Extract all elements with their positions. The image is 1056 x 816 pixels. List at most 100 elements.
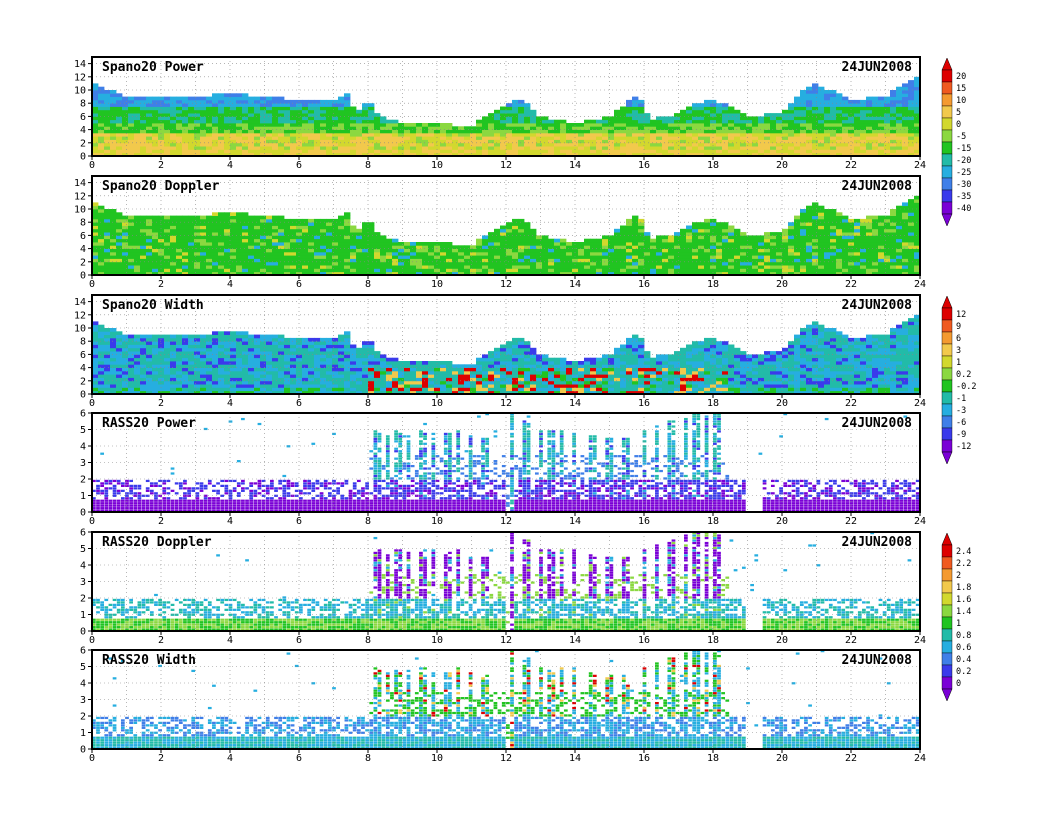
data-cell <box>134 268 141 273</box>
data-cell <box>494 265 501 269</box>
data-cell <box>176 215 183 220</box>
data-cell <box>194 146 201 150</box>
data-cell <box>104 235 111 240</box>
data-cell <box>836 103 843 107</box>
data-cell <box>482 242 489 246</box>
data-cell <box>200 242 207 246</box>
data-cell <box>842 136 849 140</box>
data-cell <box>158 232 165 236</box>
data-cell <box>650 142 657 147</box>
data-cell <box>794 136 801 140</box>
data-cell <box>902 242 909 246</box>
data-cell <box>248 225 255 230</box>
data-cell <box>230 334 237 339</box>
data-cell <box>122 387 129 392</box>
data-cell <box>680 136 687 140</box>
data-cell <box>878 215 885 220</box>
data-cell <box>212 255 219 259</box>
data-cell <box>542 251 549 256</box>
data-cell <box>188 271 195 276</box>
data-cell <box>488 235 495 240</box>
data-cell <box>752 255 759 259</box>
data-cell <box>842 222 849 226</box>
data-cell <box>344 146 351 150</box>
data-cell <box>752 129 759 134</box>
data-cell <box>326 271 333 276</box>
data-cell <box>380 258 387 263</box>
data-cell <box>884 245 891 249</box>
data-cell <box>266 374 273 378</box>
data-cell <box>308 238 315 243</box>
data-cell <box>800 106 807 111</box>
data-cell <box>194 364 201 368</box>
data-cell <box>194 126 201 130</box>
data-cell <box>650 261 657 266</box>
data-cell <box>110 261 117 266</box>
data-cell <box>218 152 225 157</box>
data-cell <box>92 351 99 355</box>
data-cell <box>98 209 105 213</box>
data-cell <box>686 129 693 134</box>
data-cell <box>176 341 183 345</box>
data-cell <box>164 106 171 111</box>
data-cell <box>164 390 171 395</box>
data-cell <box>116 132 123 137</box>
data-cell <box>332 136 339 140</box>
data-cell <box>680 116 687 121</box>
data-cell <box>698 113 705 117</box>
data-cell <box>542 268 549 273</box>
data-cell <box>806 136 813 140</box>
data-cell <box>518 235 525 240</box>
data-cell <box>374 258 381 263</box>
data-cell <box>878 265 885 269</box>
data-cell <box>812 126 819 130</box>
data-cell <box>614 113 621 117</box>
data-cell <box>530 152 537 157</box>
data-cell <box>182 142 189 147</box>
data-cell <box>596 119 603 124</box>
data-cell <box>122 228 129 233</box>
data-cell <box>344 149 351 154</box>
data-cell <box>638 232 645 236</box>
data-cell <box>746 142 753 147</box>
data-cell <box>296 235 303 240</box>
data-cell <box>278 251 285 256</box>
data-cell <box>188 146 195 150</box>
data-cell <box>836 235 843 240</box>
data-cell <box>98 248 105 253</box>
data-cell <box>776 258 783 263</box>
data-cell <box>836 232 843 236</box>
data-cell <box>236 357 243 362</box>
data-cell <box>830 265 837 269</box>
data-cell <box>464 248 471 253</box>
data-cell <box>98 380 105 385</box>
data-cell <box>128 370 135 375</box>
data-cell <box>356 116 363 121</box>
data-cell <box>236 268 243 273</box>
data-cell <box>620 132 627 137</box>
data-cell <box>908 86 915 91</box>
data-cell <box>434 248 441 253</box>
data-cell <box>248 152 255 157</box>
data-cell <box>632 271 639 276</box>
data-cell <box>596 129 603 134</box>
data-cell <box>212 268 219 273</box>
data-cell <box>218 337 225 342</box>
data-cell <box>260 109 267 114</box>
data-cell <box>98 96 105 101</box>
data-cell <box>266 337 273 342</box>
data-cell <box>416 152 423 157</box>
data-cell <box>122 149 129 154</box>
data-cell <box>818 205 825 210</box>
data-cell <box>806 235 813 240</box>
data-cell <box>104 347 111 352</box>
data-cell <box>602 235 609 240</box>
data-cell <box>734 251 741 256</box>
data-cell <box>806 90 813 94</box>
data-cell <box>710 126 717 130</box>
data-cell <box>212 232 219 236</box>
data-cell <box>872 232 879 236</box>
data-cell <box>830 271 837 276</box>
data-cell <box>674 129 681 134</box>
data-cell <box>194 132 201 137</box>
